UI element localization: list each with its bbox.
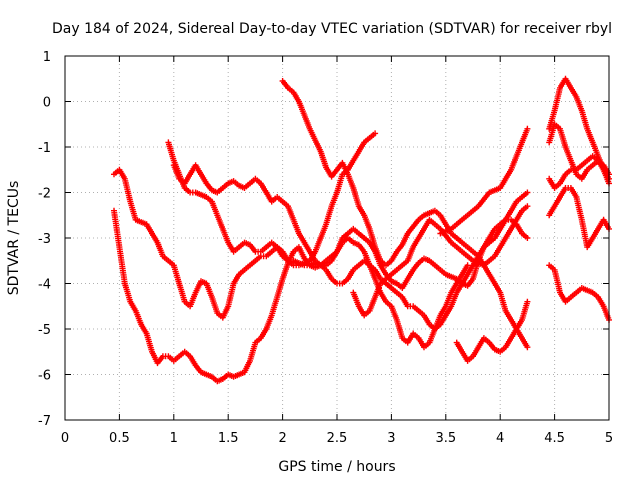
series-markers — [453, 298, 531, 364]
y-tick-label: -2 — [38, 187, 51, 202]
y-tick-label: -5 — [38, 323, 51, 338]
x-tick-label: 0 — [61, 431, 69, 446]
series-sat-m — [546, 121, 612, 187]
x-tick-label: 1.5 — [218, 431, 239, 446]
x-tick-label: 4 — [496, 431, 504, 446]
y-tick-label: -1 — [38, 141, 51, 156]
y-tick-label: 1 — [43, 50, 51, 65]
series-markers — [546, 121, 612, 187]
x-tick-label: 1 — [170, 431, 178, 446]
series-layer — [111, 75, 612, 385]
x-tick-label: 2.5 — [327, 431, 348, 446]
series-sat-j — [546, 185, 612, 251]
chart-title: Day 184 of 2024, Sidereal Day-to-day VTE… — [52, 21, 612, 37]
series-sat-i — [546, 262, 612, 323]
x-tick-label: 3 — [387, 431, 395, 446]
y-tick-label: -7 — [38, 414, 51, 429]
y-tick-label: -4 — [38, 278, 51, 293]
series-markers — [546, 262, 612, 323]
series-sat-h — [437, 125, 531, 237]
y-axis-ticks: 1 0 -1 -2 -3 -4 -5 -6 -7 — [38, 50, 609, 429]
series-markers — [165, 139, 531, 332]
x-axis-ticks: 0 0.5 1 1.5 2 2.5 3 3.5 4 4.5 5 — [61, 56, 613, 446]
series-sat-b — [111, 207, 471, 385]
x-tick-label: 3.5 — [435, 431, 456, 446]
x-tick-label: 5 — [605, 431, 613, 446]
x-tick-label: 4.5 — [544, 431, 565, 446]
series-markers — [111, 130, 379, 321]
series-markers — [437, 125, 531, 237]
series-sat-d — [170, 162, 531, 291]
y-axis-label: SDTVAR / TECUs — [6, 181, 22, 296]
plot-frame — [64, 55, 610, 421]
series-sat-a — [111, 130, 379, 321]
y-tick-label: -3 — [38, 232, 51, 247]
y-tick-label: -6 — [38, 369, 51, 384]
series-sat-c — [165, 139, 531, 332]
series-markers — [546, 185, 612, 251]
series-markers — [170, 162, 531, 291]
y-tick-label: 0 — [43, 96, 51, 111]
x-tick-label: 2 — [278, 431, 286, 446]
x-axis-label: GPS time / hours — [278, 459, 395, 475]
series-sat-g — [453, 298, 531, 364]
x-tick-label: 0.5 — [109, 431, 130, 446]
series-markers — [279, 78, 531, 351]
series-markers — [111, 207, 471, 385]
series-sat-e — [279, 78, 531, 351]
